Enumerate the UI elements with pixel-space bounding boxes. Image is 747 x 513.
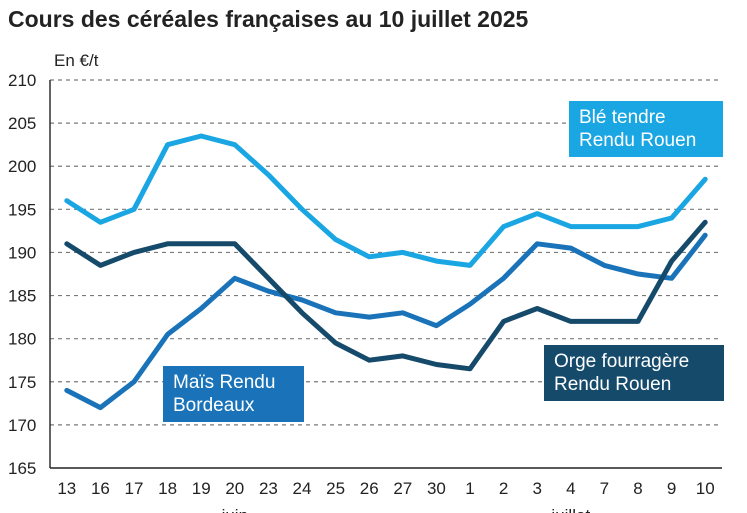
series-line xyxy=(64,219,708,372)
y-axis-label: En €/t xyxy=(54,51,99,70)
x-tick-label: 30 xyxy=(427,479,446,498)
x-tick-labels: 131617181920232425262730123478910juinjui… xyxy=(57,479,714,513)
x-tick-label: 3 xyxy=(532,479,541,498)
x-tick-label: 13 xyxy=(57,479,76,498)
x-tick-label: 1 xyxy=(465,479,474,498)
series-label-text: Rendu Rouen xyxy=(579,130,696,151)
x-tick-label: 20 xyxy=(225,479,244,498)
y-tick-label: 195 xyxy=(8,200,36,219)
series-label-box xyxy=(544,345,724,401)
chart-title: Cours des céréales françaises au 10 juil… xyxy=(8,6,529,32)
x-tick-label: 9 xyxy=(667,479,676,498)
x-tick-label: 27 xyxy=(393,479,412,498)
y-tick-label: 165 xyxy=(8,459,36,478)
month-label: juillet xyxy=(550,506,590,513)
y-tick-label: 200 xyxy=(8,157,36,176)
series-label-text: Maïs Rendu xyxy=(173,372,275,393)
y-tick-label: 180 xyxy=(8,330,36,349)
x-tick-label: 10 xyxy=(696,479,715,498)
y-tick-label: 185 xyxy=(8,287,36,306)
series-label-box xyxy=(163,366,304,422)
y-tick-label: 210 xyxy=(8,71,36,90)
series-line xyxy=(64,232,708,411)
series-1 xyxy=(64,232,708,411)
series-line xyxy=(64,133,708,268)
y-tick-label: 205 xyxy=(8,114,36,133)
series-label-box xyxy=(569,101,723,157)
series-label-text: Bordeaux xyxy=(173,395,255,416)
x-tick-label: 8 xyxy=(633,479,642,498)
series-2 xyxy=(64,219,708,372)
series-lines xyxy=(64,133,708,411)
series-label-text: Orge fourragère xyxy=(554,351,689,372)
x-tick-label: 26 xyxy=(360,479,379,498)
y-tick-label: 170 xyxy=(8,416,36,435)
x-tick-label: 25 xyxy=(326,479,345,498)
x-tick-label: 4 xyxy=(566,479,575,498)
x-tick-label: 16 xyxy=(91,479,110,498)
x-tick-label: 7 xyxy=(600,479,609,498)
series-label-text: Rendu Rouen xyxy=(554,374,671,395)
x-tick-label: 24 xyxy=(293,479,312,498)
y-tick-labels: 165 170 175 180 185 190 195 200 205 210 xyxy=(8,71,36,478)
y-tick-label: 175 xyxy=(8,373,36,392)
x-tick-label: 18 xyxy=(158,479,177,498)
y-tick-label: 190 xyxy=(8,243,36,262)
series-label-text: Blé tendre xyxy=(579,107,666,128)
x-tick-label: 2 xyxy=(499,479,508,498)
month-label: juin xyxy=(221,506,248,513)
x-tick-label: 23 xyxy=(259,479,278,498)
x-tick-label: 19 xyxy=(192,479,211,498)
series-0 xyxy=(64,133,708,268)
x-tick-label: 17 xyxy=(125,479,144,498)
